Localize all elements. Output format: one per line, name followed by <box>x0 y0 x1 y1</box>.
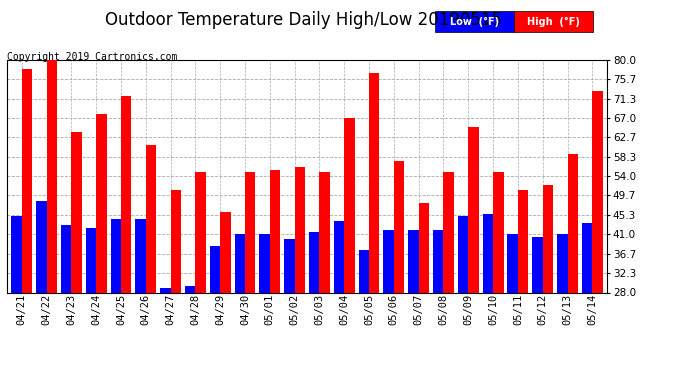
Bar <box>71 132 82 375</box>
Text: Copyright 2019 Cartronics.com: Copyright 2019 Cartronics.com <box>7 53 177 63</box>
Text: Low  (°F): Low (°F) <box>450 16 499 27</box>
Bar <box>433 230 444 375</box>
Bar <box>483 214 493 375</box>
Bar <box>61 225 71 375</box>
Bar <box>284 239 295 375</box>
Text: Outdoor Temperature Daily High/Low 20190515: Outdoor Temperature Daily High/Low 20190… <box>105 11 502 29</box>
Bar <box>543 185 553 375</box>
Text: High  (°F): High (°F) <box>527 16 580 27</box>
Bar <box>22 69 32 375</box>
Bar <box>532 237 543 375</box>
Bar <box>458 216 469 375</box>
Bar <box>408 230 419 375</box>
Bar <box>384 230 394 375</box>
Bar <box>507 234 518 375</box>
Bar <box>195 172 206 375</box>
Bar <box>185 286 195 375</box>
Bar <box>96 114 107 375</box>
Bar <box>170 190 181 375</box>
Bar <box>369 74 380 375</box>
Bar <box>567 154 578 375</box>
Bar <box>319 172 330 375</box>
Bar <box>518 190 529 375</box>
Bar <box>220 212 230 375</box>
Bar <box>557 234 567 375</box>
Bar <box>47 60 57 375</box>
Bar <box>135 219 146 375</box>
Bar <box>493 172 504 375</box>
Bar <box>121 96 131 375</box>
Bar <box>582 223 592 375</box>
Bar <box>210 246 220 375</box>
Bar <box>11 216 22 375</box>
Bar <box>419 203 429 375</box>
Bar <box>469 127 479 375</box>
Bar <box>36 201 47 375</box>
Bar <box>344 118 355 375</box>
Bar <box>334 221 344 375</box>
Bar <box>259 234 270 375</box>
Bar <box>270 170 280 375</box>
Bar <box>235 234 245 375</box>
Bar <box>245 172 255 375</box>
Bar <box>110 219 121 375</box>
Bar <box>359 250 369 375</box>
Bar <box>146 145 156 375</box>
Bar <box>86 228 96 375</box>
Bar <box>444 172 454 375</box>
Bar <box>160 288 170 375</box>
Bar <box>309 232 319 375</box>
Bar <box>295 167 305 375</box>
Bar <box>592 91 603 375</box>
Bar <box>394 160 404 375</box>
